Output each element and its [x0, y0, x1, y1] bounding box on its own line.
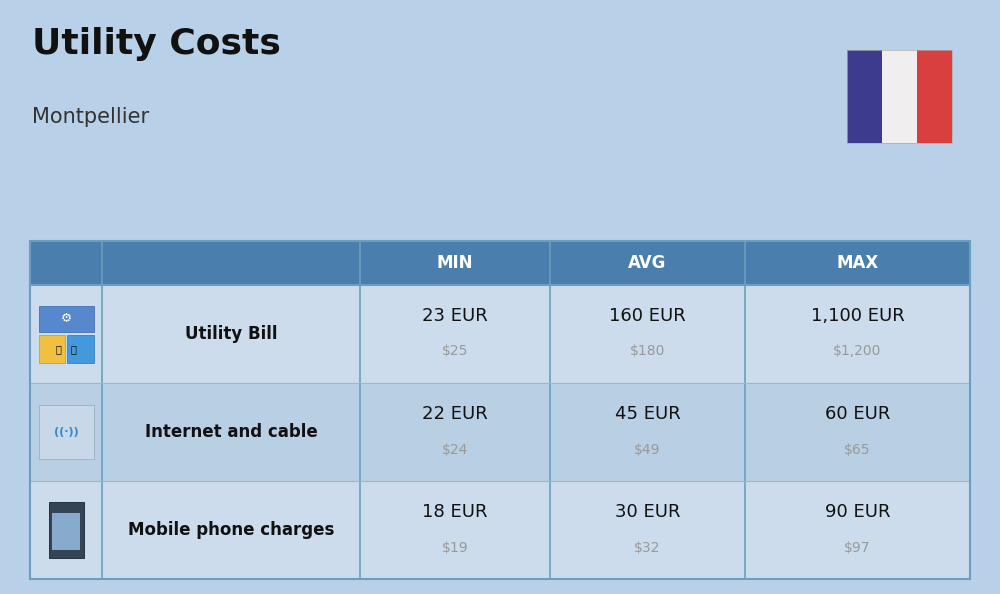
- Text: 🔌: 🔌: [56, 344, 62, 354]
- Text: Utility Costs: Utility Costs: [32, 27, 281, 61]
- Text: 23 EUR: 23 EUR: [422, 307, 488, 325]
- Text: 160 EUR: 160 EUR: [609, 307, 686, 325]
- Text: $97: $97: [844, 541, 871, 555]
- Text: Mobile phone charges: Mobile phone charges: [128, 521, 334, 539]
- Bar: [67, 336, 94, 364]
- Text: MAX: MAX: [836, 254, 879, 271]
- Text: AVG: AVG: [628, 254, 667, 271]
- Bar: [39, 336, 65, 364]
- Text: ((·)): ((·)): [54, 427, 78, 437]
- Text: 30 EUR: 30 EUR: [615, 503, 680, 522]
- Text: $25: $25: [442, 345, 468, 359]
- Bar: [917, 50, 952, 143]
- Text: ⚙: ⚙: [60, 312, 72, 326]
- Text: 1,100 EUR: 1,100 EUR: [811, 307, 904, 325]
- Bar: [39, 307, 94, 333]
- Text: 18 EUR: 18 EUR: [422, 503, 488, 522]
- Text: $32: $32: [634, 541, 661, 555]
- Text: 45 EUR: 45 EUR: [615, 405, 680, 423]
- Text: $180: $180: [630, 345, 665, 359]
- Bar: [39, 405, 94, 459]
- Bar: [52, 513, 80, 550]
- Text: 22 EUR: 22 EUR: [422, 405, 488, 423]
- Text: Internet and cable: Internet and cable: [145, 423, 317, 441]
- Bar: [847, 50, 882, 143]
- Text: Utility Bill: Utility Bill: [185, 325, 277, 343]
- Bar: [882, 50, 917, 143]
- Text: 💳: 💳: [70, 344, 76, 354]
- Text: $65: $65: [844, 443, 871, 457]
- Text: 60 EUR: 60 EUR: [825, 405, 890, 423]
- Text: Montpellier: Montpellier: [32, 107, 149, 127]
- Text: $1,200: $1,200: [833, 345, 882, 359]
- Bar: [48, 502, 84, 558]
- Text: $49: $49: [634, 443, 661, 457]
- Text: $24: $24: [442, 443, 468, 457]
- Text: $19: $19: [442, 541, 468, 555]
- Bar: [30, 241, 970, 285]
- Text: MIN: MIN: [437, 254, 473, 271]
- Text: 90 EUR: 90 EUR: [825, 503, 890, 522]
